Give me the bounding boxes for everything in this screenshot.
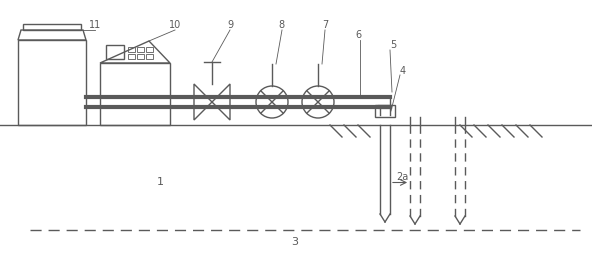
Text: 5: 5 — [390, 40, 396, 50]
Bar — [146, 54, 153, 59]
Text: 10: 10 — [169, 20, 181, 30]
Bar — [146, 47, 153, 52]
Bar — [128, 47, 135, 52]
Bar — [106, 45, 124, 59]
Bar — [128, 54, 135, 59]
Text: 8: 8 — [278, 20, 284, 30]
Bar — [137, 54, 144, 59]
Bar — [137, 47, 144, 52]
Text: 6: 6 — [355, 30, 361, 40]
Bar — [23, 24, 81, 30]
Text: 7: 7 — [322, 20, 328, 30]
Text: 9: 9 — [227, 20, 233, 30]
Text: 11: 11 — [89, 20, 101, 30]
Text: 1: 1 — [156, 177, 163, 187]
Text: 4: 4 — [400, 66, 406, 76]
Text: 2a: 2a — [396, 172, 408, 181]
Text: 3: 3 — [291, 237, 298, 247]
Bar — [18, 40, 86, 125]
Bar — [375, 105, 395, 117]
Bar — [100, 63, 170, 125]
